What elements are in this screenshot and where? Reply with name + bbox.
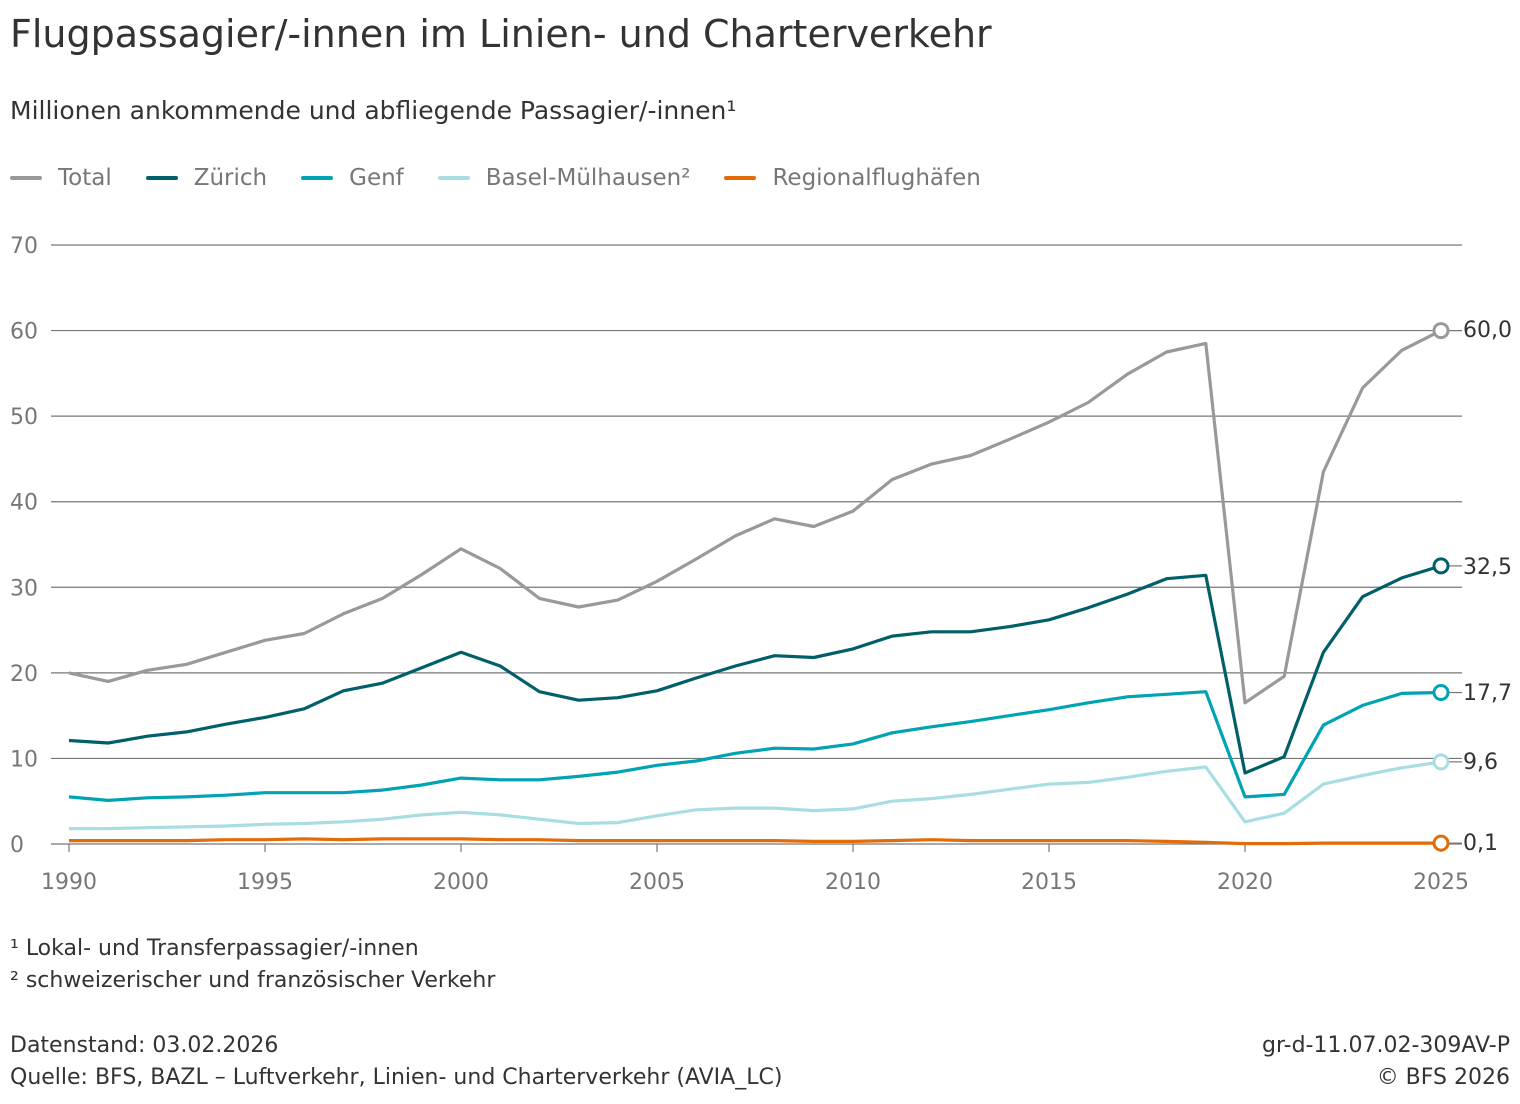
- y-tick-label: 10: [10, 747, 38, 772]
- end-value-label: 17,7: [1463, 681, 1512, 706]
- end-point-marker: [1432, 684, 1450, 702]
- x-tick-label: 1995: [237, 870, 293, 895]
- chart-title: Flugpassagier/-innen im Linien- und Char…: [10, 12, 992, 56]
- x-tick-label: 2000: [433, 870, 489, 895]
- legend-item-zuerich: Zürich: [145, 165, 268, 191]
- legend-swatch: [10, 176, 42, 180]
- legend-swatch: [724, 176, 757, 180]
- legend-item-total: Total: [10, 165, 112, 191]
- legend-label: Regionalflughäfen: [772, 165, 981, 191]
- legend-label: Genf: [349, 165, 404, 191]
- legend-swatch: [437, 176, 470, 180]
- footnote-1: ¹ Lokal- und Transferpassagier/-innen: [10, 936, 419, 961]
- legend-swatch: [301, 176, 334, 180]
- x-tick-label: 1990: [41, 870, 97, 895]
- chart-subtitle: Millionen ankommende und abfliegende Pas…: [10, 96, 737, 125]
- end-value-label: 0,1: [1463, 831, 1498, 856]
- x-tick-label: 2025: [1413, 870, 1469, 895]
- legend-label: Total: [58, 165, 112, 191]
- x-tick-label: 2010: [825, 870, 881, 895]
- data-date: Datenstand: 03.02.2026: [10, 1033, 279, 1058]
- y-tick-label: 50: [10, 405, 38, 430]
- y-tick-label: 70: [10, 234, 38, 259]
- end-value-label: 9,6: [1463, 750, 1498, 775]
- y-tick-label: 30: [10, 576, 38, 601]
- legend-item-basel: Basel-Mülhausen²: [437, 165, 691, 191]
- legend-swatch: [145, 176, 178, 180]
- chart-code: gr-d-11.07.02-309AV-P: [1262, 1033, 1510, 1058]
- legend: Total Zürich Genf Basel-Mülhausen² Regio…: [10, 165, 1015, 191]
- series-line-0: [68, 329, 1442, 705]
- end-value-label: 60,0: [1463, 318, 1512, 343]
- end-point-marker: [1432, 557, 1450, 575]
- series-line-3: [69, 760, 1442, 831]
- source: Quelle: BFS, BAZL – Luftverkehr, Linien-…: [10, 1065, 783, 1090]
- footnote-2: ² schweizerischer und französischer Verk…: [10, 968, 496, 993]
- legend-item-regional: Regionalflughäfen: [724, 165, 981, 191]
- end-point-marker: [1432, 322, 1450, 340]
- legend-item-genf: Genf: [301, 165, 404, 191]
- end-point-marker: [1432, 834, 1450, 852]
- y-tick-label: 60: [10, 320, 38, 345]
- x-tick-label: 2005: [629, 870, 685, 895]
- y-tick-label: 20: [10, 662, 38, 687]
- legend-label: Zürich: [193, 165, 268, 191]
- plot-area: 0 10 20 30 40 50 60 70 1990 1995 2000 2005 2010 2015 2…: [10, 234, 1512, 895]
- series-line-1: [68, 564, 1442, 775]
- y-tick-label: 0: [10, 833, 24, 858]
- y-tick-label: 40: [10, 491, 38, 516]
- end-value-label: 32,5: [1463, 555, 1512, 580]
- series-line-4: [69, 837, 1441, 846]
- x-tick-label: 2020: [1217, 870, 1273, 895]
- end-point-marker: [1432, 753, 1450, 771]
- copyright: © BFS 2026: [1376, 1065, 1510, 1090]
- x-tick-label: 2015: [1021, 870, 1077, 895]
- series-line-2: [68, 690, 1442, 802]
- legend-label: Basel-Mülhausen²: [485, 165, 691, 191]
